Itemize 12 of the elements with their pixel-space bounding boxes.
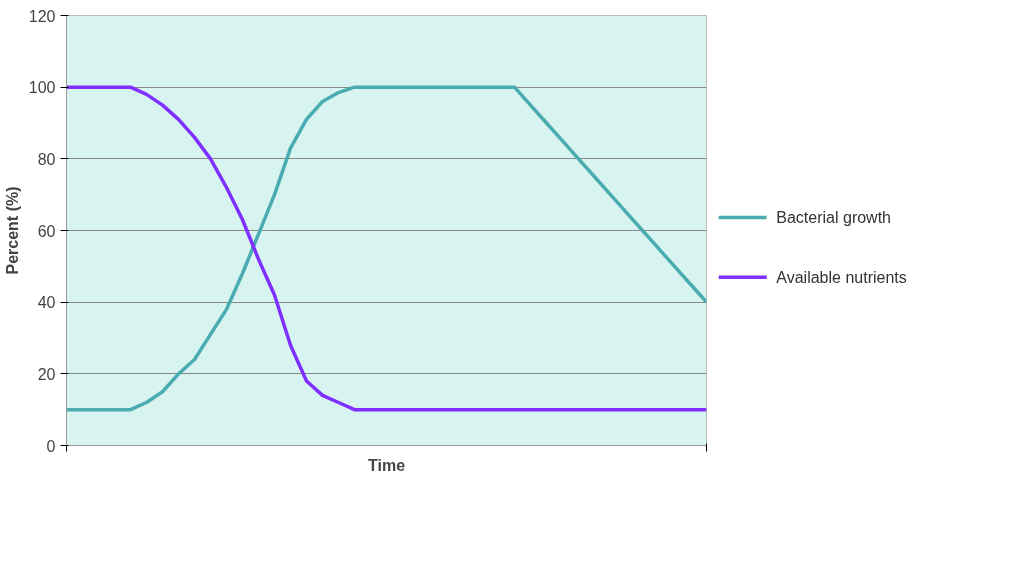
y-axis-title: Percent (%)	[3, 186, 21, 275]
legend-label: Bacterial growth	[776, 208, 892, 226]
y-tick-label: 80	[37, 150, 56, 168]
line-series	[66, 85, 707, 412]
y-tick-label: 100	[28, 79, 56, 97]
y-tick-label: 60	[37, 222, 56, 240]
y-tick-label: 120	[28, 7, 56, 25]
y-tick-label: 20	[37, 365, 56, 383]
y-tick-label: 40	[37, 294, 56, 312]
x-axis-title: Time	[367, 456, 406, 474]
y-tick-label: 0	[46, 437, 56, 455]
legend-label: Available nutrients	[776, 268, 907, 286]
